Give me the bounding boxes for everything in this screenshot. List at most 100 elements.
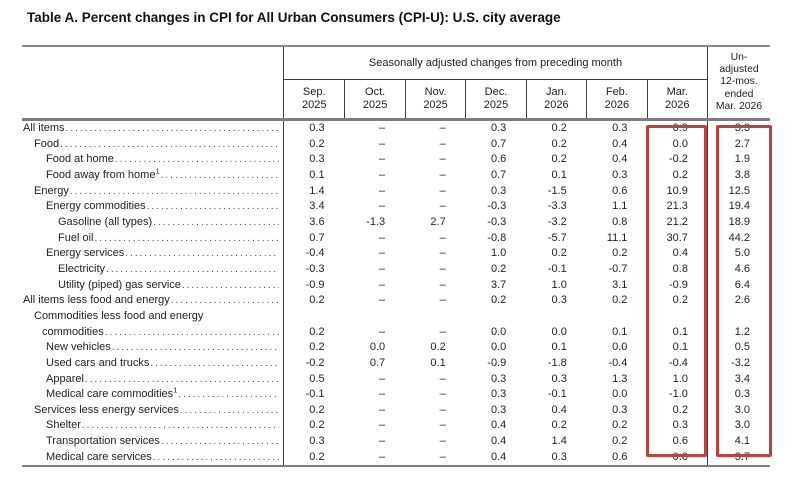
cell-value: 3.4 — [734, 372, 750, 385]
cell-value: 3.7 — [490, 278, 507, 291]
cell-value: – — [439, 388, 446, 401]
cell-value: 0.8 — [672, 262, 688, 275]
dot-leader — [153, 215, 279, 231]
cell-value: -3.2 — [547, 215, 567, 228]
cell-value: 0.3 — [612, 403, 628, 416]
row-label: Electricity — [22, 262, 283, 278]
month-header: Nov. 2025 — [404, 80, 465, 118]
cell-value: 1.9 — [734, 153, 750, 166]
cell-value: 0.2 — [551, 137, 567, 150]
dot-leader — [70, 184, 279, 200]
cell-value: – — [439, 153, 446, 166]
cell-value: – — [379, 403, 386, 416]
cell-value: 0.2 — [612, 247, 628, 260]
row-label: Shelter — [22, 418, 283, 434]
cell-value: 1.2 — [734, 325, 750, 338]
row-label: Energy services — [22, 246, 283, 262]
cpi-table: Seasonally adjusted changes from precedi… — [22, 45, 772, 467]
dot-leader — [115, 152, 279, 168]
cell-value: 0.2 — [309, 419, 325, 432]
cell-value: 3.0 — [734, 419, 750, 432]
cell-value: 2.7 — [430, 215, 446, 228]
month-header: Jan. 2026 — [525, 80, 586, 118]
cell-value: 0.7 — [369, 356, 386, 369]
highlight-box-mar-2026 — [646, 125, 707, 457]
table-bottom-rule — [22, 465, 770, 467]
stub-divider-line — [283, 47, 284, 465]
cell-value: 0.7 — [490, 168, 507, 181]
cell-value: -0.8 — [487, 231, 507, 244]
cell-value: 0.2 — [309, 325, 325, 338]
month-header: Dec. 2025 — [465, 80, 525, 118]
table-title: Table A. Percent changes in CPI for All … — [27, 10, 561, 25]
table-body: All items0.3––0.30.20.30.93.3Food0.2––0.… — [22, 121, 770, 465]
row-label: New vehicles — [22, 340, 283, 356]
table-row: Services less energy services 0.2 – – 0.3 0.4… — [22, 403, 770, 419]
cell-value: 21.3 — [666, 200, 688, 213]
cell-value: 4.1 — [734, 435, 750, 448]
cell-value: – — [439, 247, 446, 260]
row-label: Utility (piped) gas service — [22, 278, 283, 294]
cell-value: -0.3 — [487, 200, 507, 213]
row-label: Transportation services — [22, 434, 283, 450]
cell-value: – — [379, 122, 386, 134]
dot-leader — [182, 278, 279, 294]
cell-value: – — [379, 168, 386, 181]
dot-leader — [171, 293, 279, 309]
dot-leader — [105, 325, 279, 341]
table-row: Food 0.2 – – 0.7 0.2 0.4 0.0 2.7 — [22, 137, 770, 153]
cell-value: 12.5 — [728, 184, 750, 197]
unadjusted-header: Un-adjusted 12-mos. ended Mar. 2026 — [715, 51, 763, 112]
cell-value: -0.1 — [547, 388, 567, 401]
cell-value: -0.4 — [305, 247, 325, 260]
cell-value: 0.3 — [551, 372, 567, 385]
cell-value: 0.0 — [672, 137, 688, 150]
dot-leader — [82, 418, 279, 434]
cell-value: 0.0 — [490, 341, 507, 354]
dot-leader — [94, 231, 279, 247]
cell-value: – — [379, 137, 386, 150]
dot-leader — [161, 434, 279, 450]
cell-value: 0.2 — [612, 419, 628, 432]
table-row: Transportation services 0.3 – – 0.4 1.4 0.2 0.6… — [22, 434, 770, 450]
cell-value: 6.4 — [734, 278, 750, 291]
row-label: Medical care services — [22, 450, 283, 466]
cell-value: 0.6 — [612, 184, 628, 197]
row-label: Commodities less food and energy commodit… — [22, 309, 283, 340]
cell-value: – — [439, 137, 446, 150]
cell-value: 0.3 — [672, 419, 688, 432]
cell-value: 0.1 — [551, 168, 567, 181]
table-row: Medical care commodities1 -0.1 – – 0.3 -0.1 0.… — [22, 387, 770, 403]
cell-value: 1.0 — [490, 247, 507, 260]
cell-value: 0.4 — [490, 435, 507, 448]
cell-value: 0.2 — [309, 294, 325, 307]
cell-value: -0.4 — [668, 356, 688, 369]
cell-value: -1.3 — [366, 215, 386, 228]
row-label: Gasoline (all types) — [22, 215, 283, 231]
cell-value: 0.6 — [490, 153, 507, 166]
row-label: All items — [22, 121, 283, 137]
cell-value: 0.3 — [734, 388, 750, 401]
cell-value: – — [379, 184, 386, 197]
cell-value: 0.7 — [309, 231, 325, 244]
cell-value: 0.4 — [551, 403, 567, 416]
cell-value: – — [439, 168, 446, 181]
cell-value: 3.1 — [612, 278, 628, 291]
cell-value: 0.2 — [672, 168, 688, 181]
cell-value: 0.3 — [309, 122, 325, 134]
cell-value: 0.4 — [612, 153, 628, 166]
cell-value: 0.2 — [672, 403, 688, 416]
cell-value: – — [379, 419, 386, 432]
cell-value: 0.5 — [309, 372, 325, 385]
cell-value: 0.4 — [490, 419, 507, 432]
table-row: Energy services -0.4 – – 1.0 0.2 0.2 0.4 5.0 — [22, 246, 770, 262]
cell-value: 21.2 — [666, 215, 688, 228]
cell-value: 0.2 — [490, 262, 507, 275]
cell-value: -0.7 — [608, 262, 628, 275]
cell-value: 0.2 — [490, 294, 507, 307]
dot-leader — [106, 262, 279, 278]
dot-leader — [180, 403, 279, 419]
cell-value: -1.8 — [547, 356, 567, 369]
cell-value: 0.1 — [672, 325, 688, 338]
cell-value: 0.0 — [612, 388, 628, 401]
